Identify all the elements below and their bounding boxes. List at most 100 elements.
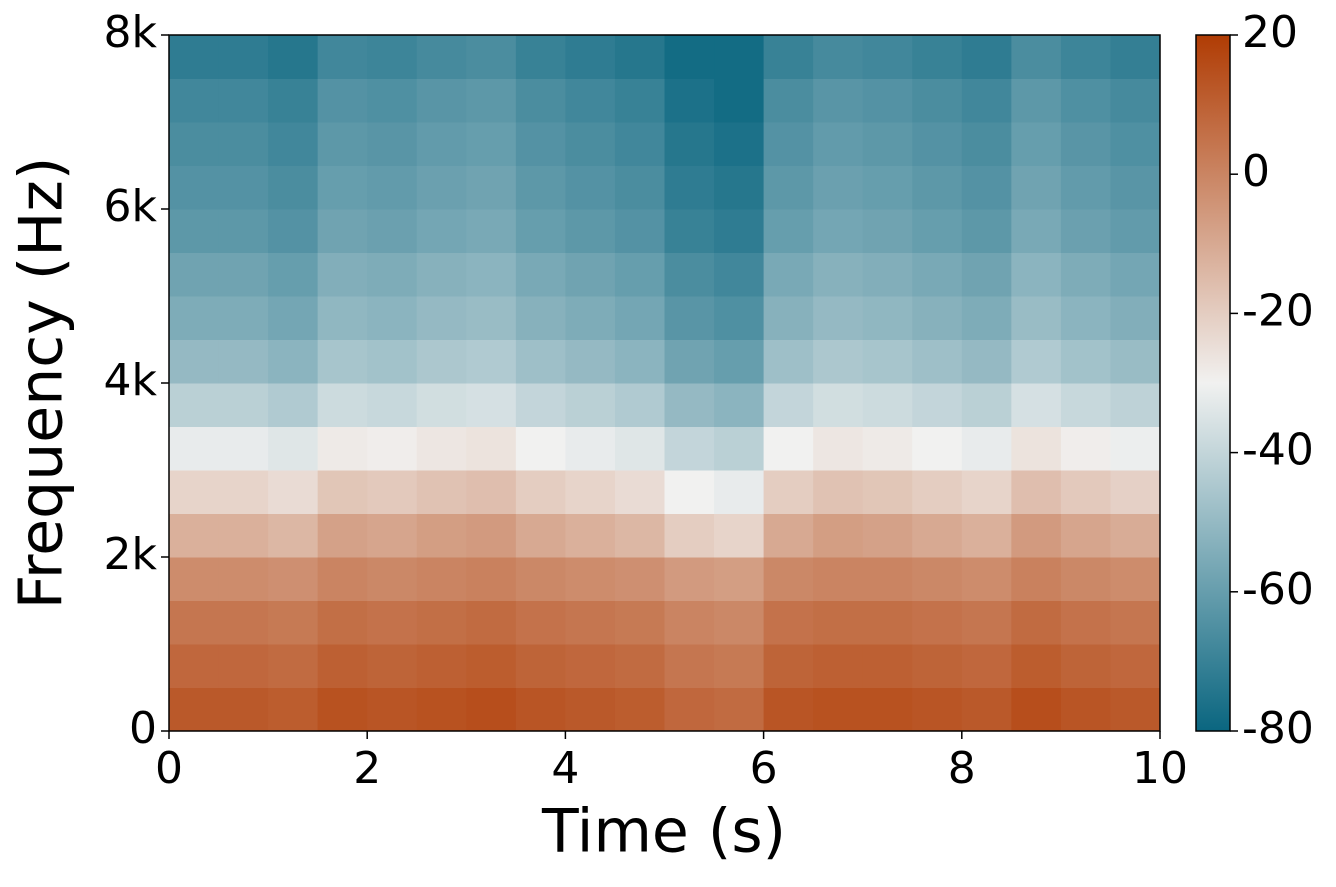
cell	[1011, 600, 1062, 645]
cell	[565, 35, 616, 79]
colorbar-tick-label: -20	[1242, 285, 1314, 336]
cell	[664, 122, 715, 166]
cell	[515, 383, 566, 427]
cell	[268, 35, 319, 79]
cell	[813, 600, 864, 645]
cell	[1011, 122, 1062, 166]
cell	[714, 78, 765, 123]
cell	[565, 513, 616, 558]
cell	[515, 644, 566, 688]
cell	[367, 165, 418, 210]
cell	[565, 470, 616, 514]
cell	[466, 600, 517, 645]
cell	[565, 78, 616, 123]
cell	[813, 687, 864, 732]
cell	[416, 644, 467, 688]
cell	[218, 339, 269, 384]
cell	[218, 122, 269, 166]
cell	[614, 383, 665, 427]
x-tick-label: 4	[551, 743, 579, 794]
cell	[515, 687, 566, 732]
cell	[218, 35, 269, 79]
cell	[367, 644, 418, 688]
cell	[1011, 35, 1062, 79]
cell	[565, 252, 616, 297]
cell	[1011, 339, 1062, 384]
cell	[515, 78, 566, 123]
cell	[218, 383, 269, 427]
cell	[763, 122, 814, 166]
cell	[763, 339, 814, 384]
cell	[763, 165, 814, 210]
cell	[813, 122, 864, 166]
cell	[317, 470, 368, 514]
cell	[515, 339, 566, 384]
cell	[565, 687, 616, 732]
cell	[169, 35, 220, 79]
cell	[317, 35, 368, 79]
cell	[614, 78, 665, 123]
cell	[862, 209, 913, 253]
cell	[862, 426, 913, 471]
y-tick-label: 8k	[104, 7, 158, 58]
cell	[763, 35, 814, 79]
cell	[862, 644, 913, 688]
cell	[1060, 383, 1111, 427]
cell	[268, 339, 319, 384]
cell	[912, 165, 963, 210]
x-tick-label: 8	[948, 743, 976, 794]
cell	[961, 383, 1012, 427]
cell	[1060, 165, 1111, 210]
cell	[813, 78, 864, 123]
cell	[1060, 470, 1111, 514]
cell	[614, 426, 665, 471]
cell	[367, 426, 418, 471]
cell	[416, 383, 467, 427]
cell	[813, 644, 864, 688]
cell	[1110, 78, 1161, 123]
cell	[1060, 644, 1111, 688]
x-tick-label: 6	[750, 743, 778, 794]
cell	[169, 296, 220, 340]
cell	[169, 470, 220, 514]
cell	[169, 122, 220, 166]
cell	[961, 513, 1012, 558]
cell	[466, 557, 517, 601]
cell	[1060, 339, 1111, 384]
cell	[565, 644, 616, 688]
cell	[317, 687, 368, 732]
colorbar-tick-label: 0	[1242, 146, 1270, 197]
cell	[317, 122, 368, 166]
cell	[1060, 513, 1111, 558]
x-tick-label: 0	[155, 743, 183, 794]
cell	[1011, 209, 1062, 253]
cell	[1011, 296, 1062, 340]
cell	[813, 470, 864, 514]
cell	[714, 644, 765, 688]
cell	[763, 252, 814, 297]
cell	[466, 426, 517, 471]
cell	[714, 209, 765, 253]
cell	[466, 122, 517, 166]
cell	[1060, 600, 1111, 645]
cell	[664, 513, 715, 558]
cell	[515, 35, 566, 79]
cell	[1060, 296, 1111, 340]
cell	[1110, 383, 1161, 427]
cell	[1011, 78, 1062, 123]
cell	[862, 600, 913, 645]
cell	[1110, 165, 1161, 210]
cell	[416, 122, 467, 166]
cell	[466, 165, 517, 210]
cell	[1110, 339, 1161, 384]
cell	[714, 426, 765, 471]
cell	[961, 165, 1012, 210]
cell	[268, 513, 319, 558]
cell	[466, 296, 517, 340]
cell	[416, 165, 467, 210]
cell	[367, 122, 418, 166]
cell	[664, 252, 715, 297]
cell	[912, 687, 963, 732]
cell	[664, 557, 715, 601]
cell	[169, 252, 220, 297]
